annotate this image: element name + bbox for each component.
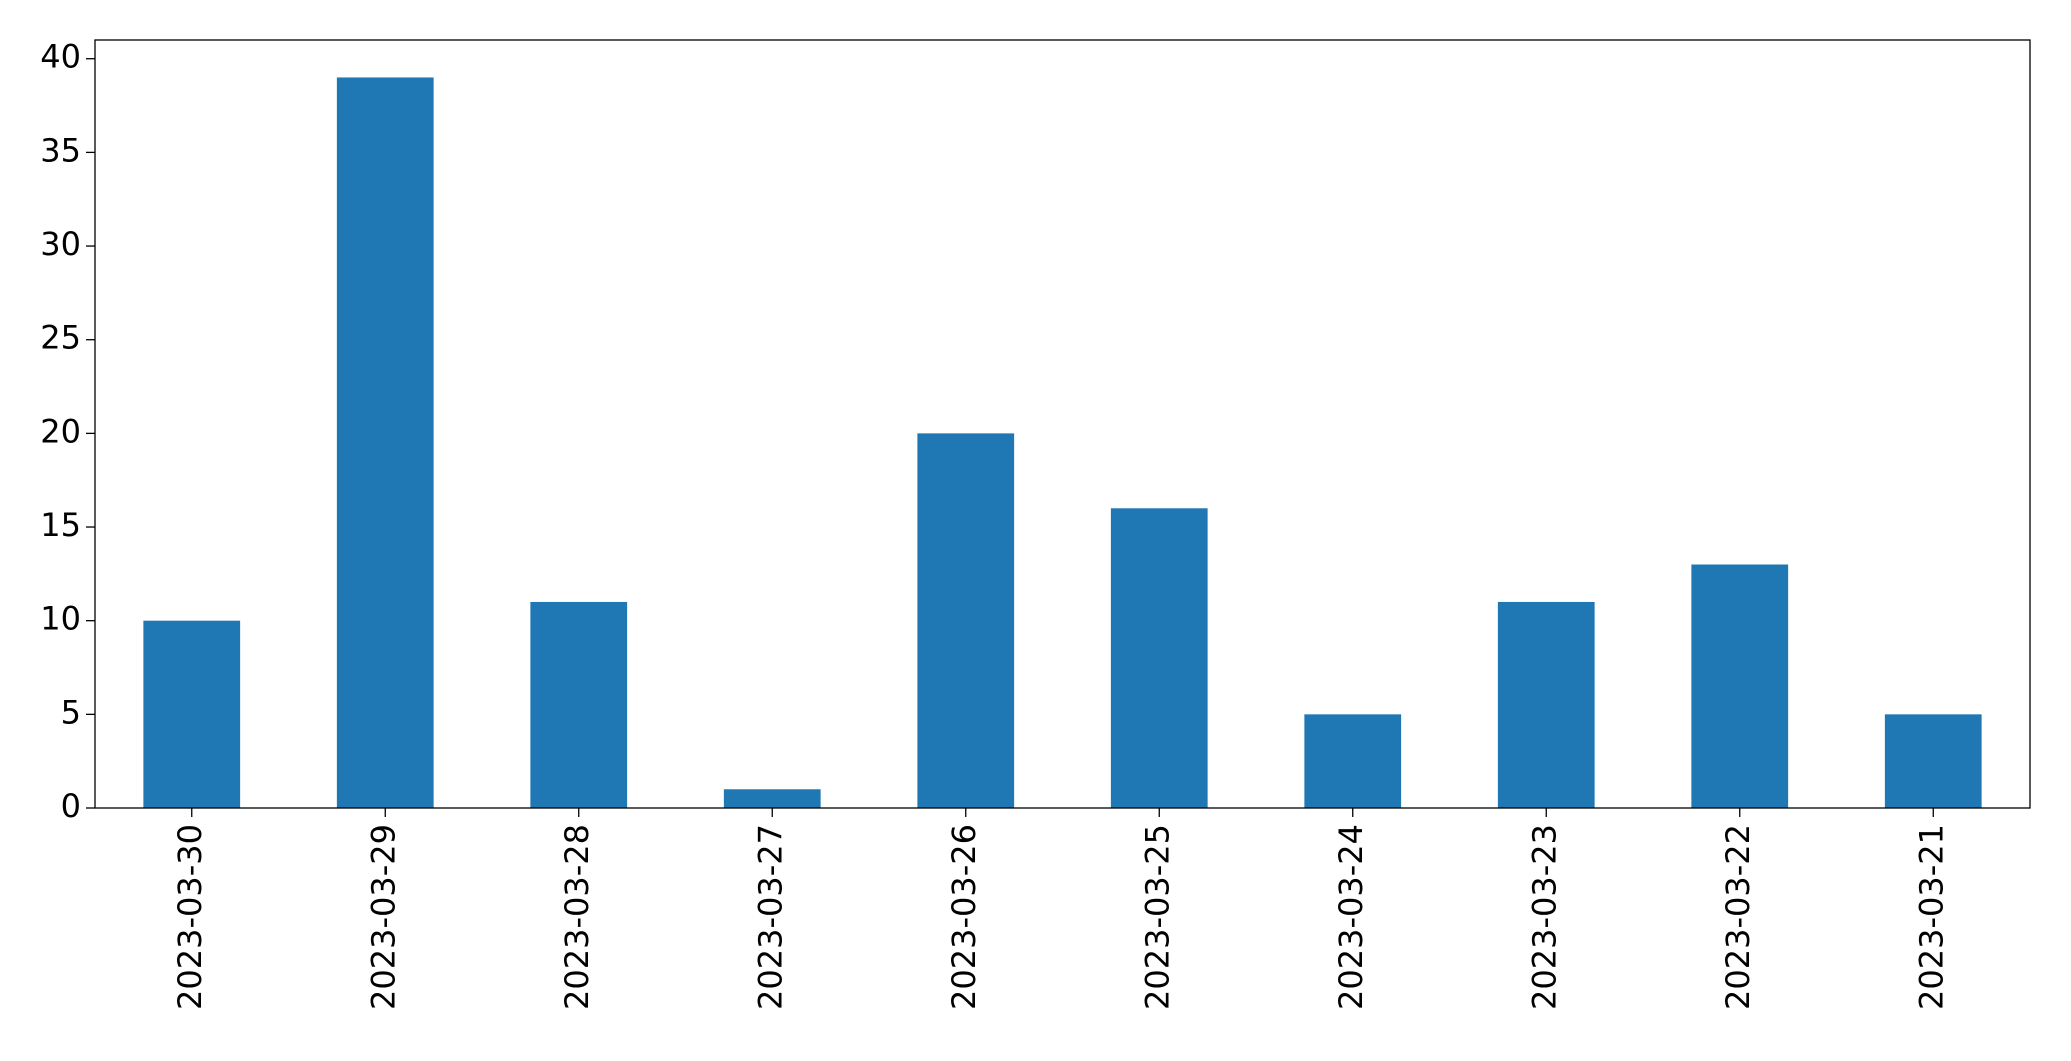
y-tick-label: 20 — [40, 412, 81, 450]
x-tick-label: 2023-03-26 — [945, 824, 983, 1010]
y-tick-label: 10 — [40, 600, 81, 638]
x-tick-label: 2023-03-29 — [364, 824, 402, 1010]
plot-frame — [94, 39, 2031, 809]
bar — [336, 77, 434, 808]
x-tick-label: 2023-03-24 — [1332, 824, 1370, 1010]
y-tick-label: 30 — [40, 225, 81, 263]
bar — [723, 789, 821, 808]
x-tick-label: 2023-03-25 — [1138, 824, 1176, 1010]
y-tick-label: 0 — [61, 787, 81, 825]
y-tick-label: 15 — [40, 506, 81, 544]
x-tick-label: 2023-03-27 — [751, 824, 789, 1010]
y-tick-label: 25 — [40, 319, 81, 357]
y-tick-label: 35 — [40, 131, 81, 169]
bar — [1110, 508, 1208, 808]
bar — [1691, 564, 1789, 808]
x-tick-label: 2023-03-30 — [171, 824, 209, 1010]
x-tick-label: 2023-03-22 — [1719, 824, 1757, 1010]
bar — [1497, 601, 1595, 808]
bar — [1884, 714, 1982, 808]
y-tick-label: 40 — [40, 38, 81, 76]
x-tick-label: 2023-03-28 — [558, 824, 596, 1010]
bar — [530, 601, 628, 808]
x-tick-label: 2023-03-21 — [1912, 824, 1950, 1010]
y-tick-label: 5 — [61, 693, 81, 731]
x-tick-label: 2023-03-23 — [1525, 824, 1563, 1010]
bar — [1304, 714, 1402, 808]
bar — [917, 433, 1015, 808]
bar — [143, 620, 241, 808]
